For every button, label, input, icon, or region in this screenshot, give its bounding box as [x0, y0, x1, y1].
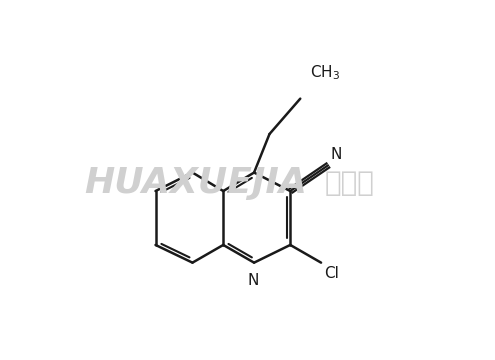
Text: HUAXUEJIA: HUAXUEJIA [85, 166, 307, 200]
Text: N: N [248, 273, 259, 288]
Text: N: N [330, 147, 342, 162]
Text: 化学加: 化学加 [325, 169, 375, 197]
Text: CH$_3$: CH$_3$ [309, 64, 340, 82]
Text: Cl: Cl [324, 266, 339, 281]
